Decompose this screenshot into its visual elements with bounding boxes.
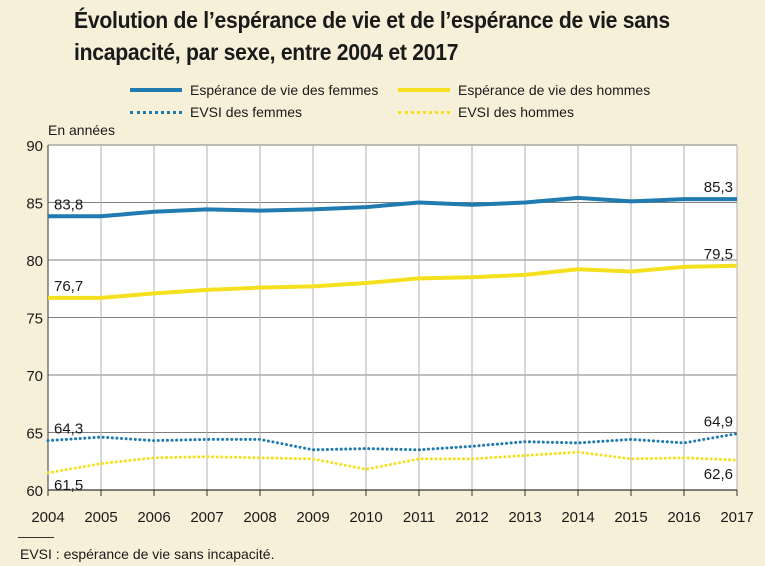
footnote-rule — [18, 537, 54, 538]
data-label-start-hommes: 76,7 — [54, 278, 83, 295]
legend-item-hommes: Espérance de vie des hommes — [398, 80, 650, 100]
legend-swatch-femmes — [130, 88, 182, 92]
data-label-end-evsi-femmes: 64,9 — [704, 414, 733, 431]
x-tick-label-2007: 2007 — [190, 509, 223, 526]
legend-item-evsi-femmes: EVSI des femmes — [130, 102, 302, 122]
legend-swatch-evsi-femmes — [130, 110, 182, 114]
footnote: EVSI : espérance de vie sans incapacité. — [20, 546, 275, 562]
data-label-start-evsi-femmes: 64,3 — [54, 421, 83, 438]
series-line-femmes — [48, 195, 737, 219]
x-tick-label-2009: 2009 — [296, 509, 329, 526]
x-tick-label-2016: 2016 — [667, 509, 700, 526]
x-tick-label-2008: 2008 — [243, 509, 276, 526]
y-tick-label-90: 90 — [26, 138, 43, 155]
series-line-evsi-hommes — [46, 450, 739, 475]
x-tick-label-2006: 2006 — [137, 509, 170, 526]
y-tick-label-75: 75 — [26, 311, 43, 328]
x-tick-label-2011: 2011 — [403, 509, 435, 526]
y-tick-label-60: 60 — [26, 483, 43, 500]
x-tick-label-2012: 2012 — [455, 509, 488, 526]
legend-swatch-hommes — [398, 88, 450, 92]
x-tick-label-2004: 2004 — [31, 509, 64, 526]
legend-label-femmes: Espérance de vie des femmes — [190, 82, 379, 98]
y-tick-label-65: 65 — [26, 426, 43, 443]
x-tick-label-2015: 2015 — [614, 509, 647, 526]
chart-title: Évolution de l’espérance de vie et de l’… — [74, 7, 670, 65]
data-label-start-evsi-hommes: 61,5 — [54, 477, 83, 494]
legend-label-hommes: Espérance de vie des hommes — [458, 82, 651, 98]
legend-swatch-evsi-hommes — [398, 110, 450, 114]
legend-item-evsi-hommes: EVSI des hommes — [398, 102, 574, 122]
legend-label-evsi-femmes: EVSI des femmes — [190, 104, 303, 120]
series-line-hommes — [48, 263, 738, 300]
x-tick-label-2017: 2017 — [720, 509, 753, 526]
x-tick-label-2013: 2013 — [508, 509, 541, 526]
y-tick-label-70: 70 — [26, 368, 43, 385]
legend-label-evsi-hommes: EVSI des hommes — [458, 104, 574, 120]
x-tick-label-2014: 2014 — [561, 509, 594, 526]
data-label-end-hommes: 79,5 — [704, 246, 733, 263]
data-label-end-femmes: 85,3 — [704, 179, 733, 196]
x-tick-label-2010: 2010 — [349, 509, 382, 526]
series-line-evsi-femmes — [46, 432, 739, 452]
legend-item-femmes: Espérance de vie des femmes — [130, 80, 378, 100]
y-tick-label-85: 85 — [26, 196, 43, 213]
y-axis-title: En années — [48, 122, 115, 138]
data-label-start-femmes: 83,8 — [54, 196, 83, 213]
data-label-end-evsi-hommes: 62,6 — [704, 466, 733, 483]
x-tick-label-2005: 2005 — [84, 509, 117, 526]
y-tick-label-80: 80 — [26, 253, 43, 270]
